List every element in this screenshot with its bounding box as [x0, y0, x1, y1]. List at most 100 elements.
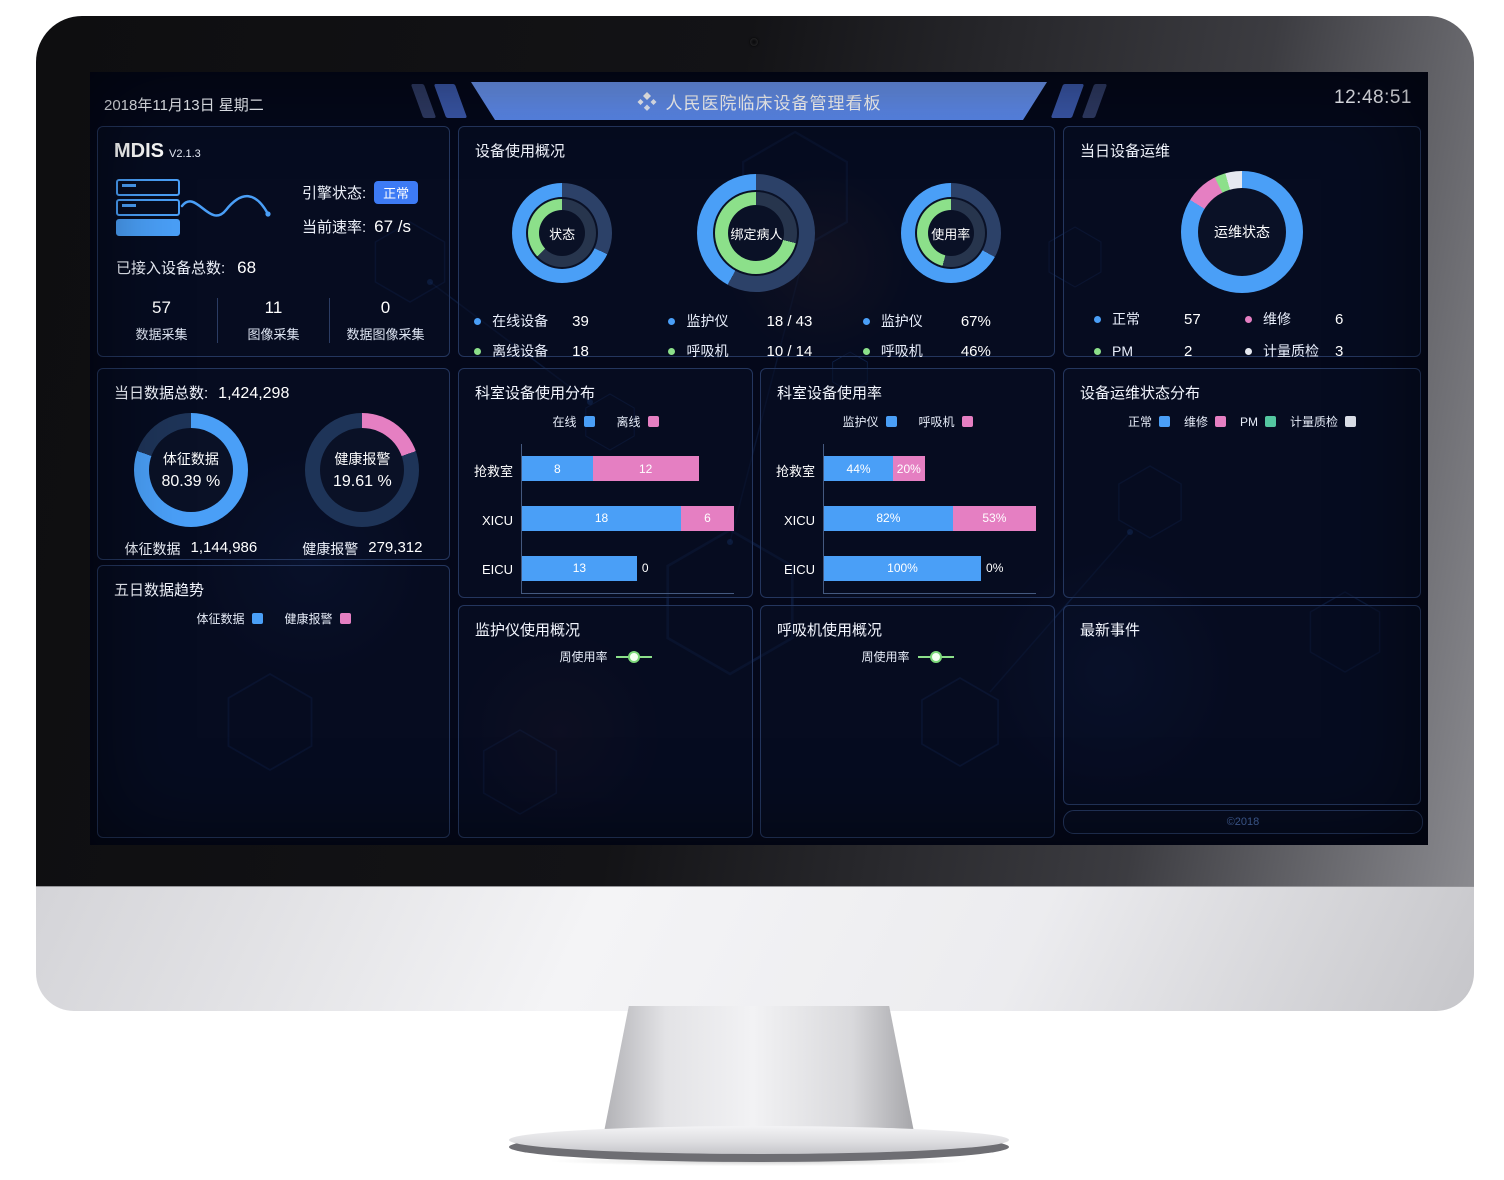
mdis-stats: 57 数据采集 11 图像采集 0 数据图像采集: [98, 298, 449, 343]
legend-item-监护仪[interactable]: 监护仪 18 / 43: [668, 311, 844, 331]
mdis-stat: 57 数据采集: [106, 298, 217, 343]
chart-legend: 正常 维修 PM 计量质检: [1064, 413, 1420, 430]
legend-item-在线[interactable]: 在线: [552, 413, 595, 430]
bar-segment: 6: [681, 505, 734, 531]
line-marker-icon: [615, 655, 652, 658]
panel-title: 科室设备使用率: [777, 385, 883, 402]
title-banner: 人民医院临床设备管理看板: [471, 82, 1047, 120]
panel-mdis: MDIS V2.1.3 引擎状态: 正常: [97, 126, 450, 357]
bar-value: 0%: [986, 561, 1004, 576]
ring-footer: 体征数据 1,144,986: [125, 539, 258, 559]
dept-usage-rate-chart: 抢救室 XICU EICU 44% 20% 82% 53% 100% 0%: [761, 444, 1054, 594]
legend-swatch: [647, 416, 659, 427]
usage-gauge: 绑定病人监护仪 18 / 43 呼吸机 10 / 14: [659, 163, 853, 361]
legend-value: 57: [1184, 310, 1201, 328]
row-label-抢救室: 抢救室: [473, 463, 513, 479]
data-ring: 健康报警 19.61 % 健康报警 279,312: [302, 413, 422, 559]
engine-status-label: 引擎状态:: [302, 185, 367, 202]
daily-data-rings: 体征数据 80.39 % 体征数据 1,144,986 健康报警 19.61 % 健康报警 2…: [98, 413, 449, 559]
panel-ops-distribution: 设备运维状态分布 正常 维修 PM 计量质检: [1063, 368, 1421, 598]
row-label-XICU: XICU: [783, 513, 815, 529]
legend-item-离线设备[interactable]: 离线设备 18: [474, 341, 650, 361]
legend-item-维修[interactable]: 维修: [1184, 413, 1226, 430]
legend-item-计量质检[interactable]: 计量质检: [1290, 413, 1357, 430]
legend-item-呼吸机[interactable]: 呼吸机 10 / 14: [668, 341, 844, 361]
chart-legend[interactable]: 周使用率: [459, 648, 752, 665]
bar-track: 82% 53%: [824, 505, 1036, 531]
donut-状态: 状态: [512, 183, 613, 283]
legend-item-PM[interactable]: PM: [1240, 413, 1276, 430]
monitor-stand-base: [509, 1126, 1009, 1154]
legend-label: 呼吸机: [880, 343, 923, 359]
legend-label: PM: [1112, 343, 1133, 359]
usage-gauge: 状态在线设备 39 离线设备 18: [465, 163, 659, 361]
legend-swatch: [961, 416, 973, 427]
ring-center: 健康报警 19.61 %: [320, 428, 405, 512]
legend-dot-icon: [474, 317, 482, 325]
bar-segment: 100%: [824, 555, 982, 581]
legend-value: 67%: [960, 312, 991, 330]
legend-value: 46%: [960, 342, 991, 360]
page-title: 人民医院临床设备管理看板: [665, 93, 882, 113]
legend-label: 离线设备: [492, 343, 549, 359]
legend-item-PM[interactable]: PM 2: [1094, 341, 1245, 361]
legend-item-在线设备[interactable]: 在线设备 39: [474, 311, 650, 331]
donut-zone: 状态: [512, 163, 613, 303]
panel-daily-data: 当日数据总数: 1,424,298 体征数据 80.39 % 体征数据 1,144,9…: [97, 368, 450, 560]
legend-swatch: [1265, 416, 1276, 427]
legend-item-体征数据[interactable]: 体征数据: [196, 610, 263, 627]
line-marker-icon: [917, 655, 954, 658]
ring-健康报警: 健康报警 19.61 %: [305, 413, 420, 527]
panel-five-day-trend: 五日数据趋势 体征数据 健康报警: [97, 565, 450, 838]
legend-item-正常[interactable]: 正常 57: [1094, 309, 1245, 329]
legend-item-正常[interactable]: 正常: [1128, 413, 1170, 430]
legend-item-监护仪[interactable]: 监护仪: [842, 413, 897, 430]
legend-label: 周使用率: [861, 650, 910, 664]
panel-title: 设备运维状态分布: [1080, 385, 1201, 402]
bar-segment: 53%: [952, 505, 1036, 531]
legend-swatch: [1345, 416, 1357, 427]
legend-item-维修[interactable]: 维修 6: [1245, 309, 1396, 329]
mdis-stat: 0 数据图像采集: [329, 298, 441, 343]
legend-dot-icon: [862, 347, 870, 355]
ops-legend: 正常 57 维修 6 PM 2 计量质检 3: [1064, 309, 1420, 361]
legend-dot-icon: [1245, 347, 1252, 355]
ring-center: 体征数据 80.39 %: [148, 428, 233, 512]
panel-vent-usage: 呼吸机使用概况 周使用率: [760, 605, 1055, 838]
usage-gauges: 状态 在线设备 39 离线设备 18 绑定病人 监护仪 18 / 43 呼吸机 10 / 14 使用…: [459, 161, 1054, 361]
legend-item-离线[interactable]: 离线: [617, 413, 659, 430]
ops-status-donut: 运维状态: [1181, 171, 1303, 293]
legend-label: 周使用率: [559, 650, 608, 664]
donut-label: 状态: [549, 226, 576, 242]
legend-item-呼吸机[interactable]: 呼吸机: [919, 413, 973, 430]
bar-value: 6: [704, 511, 711, 526]
ring-footer-label: 健康报警: [302, 541, 359, 557]
legend-dot-icon: [1094, 315, 1101, 323]
bar-value: 100%: [887, 561, 918, 576]
copyright-text: ©2018: [1226, 816, 1260, 828]
dept-distribution-chart: 抢救室 XICU EICU 8 12 18 6 13 0: [459, 444, 752, 594]
bar-plot: 抢救室 XICU EICU 8 12 18 6 13 0: [465, 444, 734, 594]
legend-item-监护仪[interactable]: 监护仪 67%: [862, 311, 1039, 331]
legend-label: 正常: [1127, 415, 1152, 429]
donut-label: 绑定病人: [730, 226, 783, 242]
donut-center-label: 绑定病人: [728, 205, 785, 261]
header-banner: 人民医院临床设备管理看板: [410, 80, 1108, 122]
legend-label: 在线设备: [492, 313, 549, 329]
legend-item-计量质检[interactable]: 计量质检 3: [1245, 341, 1396, 361]
legend-dot-icon: [1094, 347, 1101, 355]
row-labels: 抢救室 XICU EICU: [767, 444, 823, 594]
gauge-legend: 在线设备 39 离线设备 18: [474, 311, 650, 361]
row-label-抢救室: 抢救室: [775, 463, 815, 479]
legend-dot-icon: [474, 347, 482, 355]
mdis-name: MDIS: [114, 140, 164, 162]
legend-item-健康报警[interactable]: 健康报警: [285, 610, 351, 627]
legend-label: 监护仪: [880, 313, 923, 329]
ops-center-label: 运维状态: [1214, 224, 1270, 240]
legend-swatch: [339, 613, 351, 624]
row-label-EICU: EICU: [481, 562, 513, 578]
legend-item-呼吸机[interactable]: 呼吸机 46%: [862, 341, 1039, 361]
chart-legend[interactable]: 周使用率: [761, 648, 1054, 665]
legend-label: 计量质检: [1290, 415, 1339, 429]
panel-title: 呼吸机使用概况: [777, 622, 883, 639]
